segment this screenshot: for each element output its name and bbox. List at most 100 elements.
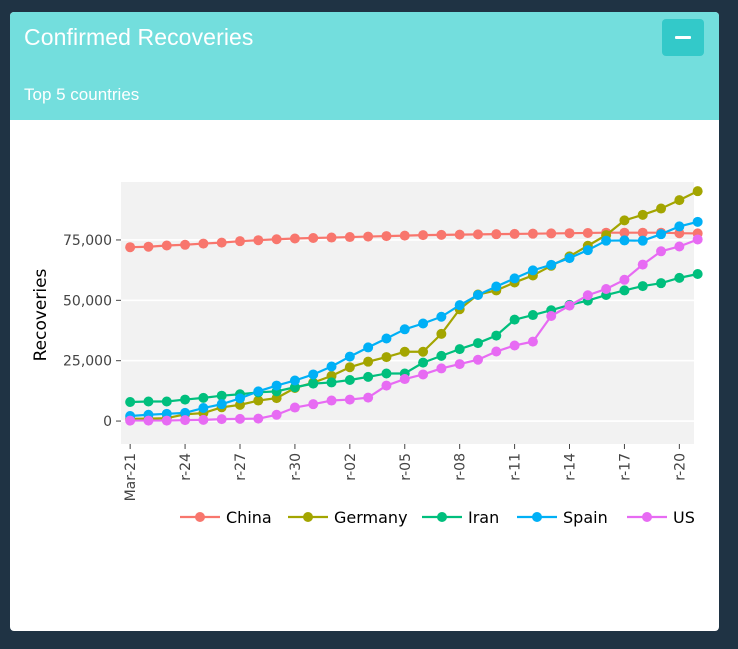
data-point[interactable] xyxy=(308,378,319,389)
data-point[interactable] xyxy=(637,209,648,220)
data-point[interactable] xyxy=(234,236,245,247)
data-point[interactable] xyxy=(271,380,282,391)
data-point[interactable] xyxy=(436,229,447,240)
data-point[interactable] xyxy=(344,362,355,373)
data-point[interactable] xyxy=(418,357,429,368)
data-point[interactable] xyxy=(436,350,447,361)
data-point[interactable] xyxy=(491,229,502,240)
data-point[interactable] xyxy=(418,369,429,380)
data-point[interactable] xyxy=(363,371,374,382)
data-point[interactable] xyxy=(253,386,264,397)
data-point[interactable] xyxy=(399,346,410,357)
data-point[interactable] xyxy=(527,336,538,347)
data-point[interactable] xyxy=(527,228,538,239)
data-point[interactable] xyxy=(509,340,520,351)
data-point[interactable] xyxy=(161,415,172,426)
legend-item-spain[interactable]: Spain xyxy=(517,508,608,527)
data-point[interactable] xyxy=(637,259,648,270)
data-point[interactable] xyxy=(198,392,209,403)
legend-item-china[interactable]: China xyxy=(180,508,272,527)
data-point[interactable] xyxy=(527,310,538,321)
data-point[interactable] xyxy=(344,232,355,243)
data-point[interactable] xyxy=(472,354,483,365)
data-point[interactable] xyxy=(180,394,191,405)
data-point[interactable] xyxy=(289,233,300,244)
data-point[interactable] xyxy=(619,235,630,246)
data-point[interactable] xyxy=(692,234,703,245)
data-point[interactable] xyxy=(326,361,337,372)
data-point[interactable] xyxy=(344,351,355,362)
data-point[interactable] xyxy=(180,407,191,418)
data-point[interactable] xyxy=(582,245,593,256)
data-point[interactable] xyxy=(253,395,264,406)
data-point[interactable] xyxy=(381,231,392,242)
data-point[interactable] xyxy=(564,253,575,264)
data-point[interactable] xyxy=(656,229,667,240)
data-point[interactable] xyxy=(472,290,483,301)
data-point[interactable] xyxy=(198,403,209,414)
data-point[interactable] xyxy=(564,300,575,311)
data-point[interactable] xyxy=(381,333,392,344)
data-point[interactable] xyxy=(674,221,685,232)
data-point[interactable] xyxy=(509,228,520,239)
data-point[interactable] xyxy=(619,285,630,296)
data-point[interactable] xyxy=(344,375,355,386)
data-point[interactable] xyxy=(180,239,191,250)
data-point[interactable] xyxy=(289,375,300,386)
data-point[interactable] xyxy=(399,374,410,385)
data-point[interactable] xyxy=(491,281,502,292)
data-point[interactable] xyxy=(619,227,630,238)
data-point[interactable] xyxy=(234,393,245,404)
legend-item-us[interactable]: US xyxy=(627,508,695,527)
data-point[interactable] xyxy=(637,281,648,292)
data-point[interactable] xyxy=(527,265,538,276)
data-point[interactable] xyxy=(546,228,557,239)
data-point[interactable] xyxy=(271,234,282,245)
data-point[interactable] xyxy=(509,314,520,325)
data-point[interactable] xyxy=(509,273,520,284)
data-point[interactable] xyxy=(564,228,575,239)
data-point[interactable] xyxy=(326,395,337,406)
data-point[interactable] xyxy=(271,409,282,420)
data-point[interactable] xyxy=(674,272,685,283)
legend-item-germany[interactable]: Germany xyxy=(288,508,408,527)
data-point[interactable] xyxy=(436,328,447,339)
data-point[interactable] xyxy=(216,414,227,425)
data-point[interactable] xyxy=(143,396,154,407)
data-point[interactable] xyxy=(454,344,465,355)
data-point[interactable] xyxy=(216,399,227,410)
data-point[interactable] xyxy=(363,342,374,353)
data-point[interactable] xyxy=(308,369,319,380)
data-point[interactable] xyxy=(582,290,593,301)
data-point[interactable] xyxy=(656,203,667,214)
data-point[interactable] xyxy=(619,274,630,285)
data-point[interactable] xyxy=(637,235,648,246)
data-point[interactable] xyxy=(546,311,557,322)
data-point[interactable] xyxy=(381,352,392,363)
data-point[interactable] xyxy=(656,278,667,289)
data-point[interactable] xyxy=(180,415,191,426)
data-point[interactable] xyxy=(161,240,172,251)
data-point[interactable] xyxy=(381,368,392,379)
data-point[interactable] xyxy=(454,229,465,240)
data-point[interactable] xyxy=(454,359,465,370)
data-point[interactable] xyxy=(161,396,172,407)
data-point[interactable] xyxy=(418,318,429,329)
data-point[interactable] xyxy=(308,233,319,244)
data-point[interactable] xyxy=(125,242,136,253)
data-point[interactable] xyxy=(692,216,703,227)
data-point[interactable] xyxy=(454,300,465,311)
data-point[interactable] xyxy=(692,186,703,197)
data-point[interactable] xyxy=(125,415,136,426)
data-point[interactable] xyxy=(216,237,227,248)
data-point[interactable] xyxy=(418,230,429,241)
data-point[interactable] xyxy=(436,311,447,322)
data-point[interactable] xyxy=(253,235,264,246)
data-point[interactable] xyxy=(399,324,410,335)
data-point[interactable] xyxy=(308,399,319,410)
collapse-button[interactable] xyxy=(662,19,704,56)
data-point[interactable] xyxy=(216,390,227,401)
data-point[interactable] xyxy=(674,195,685,206)
data-point[interactable] xyxy=(326,377,337,388)
data-point[interactable] xyxy=(198,238,209,249)
